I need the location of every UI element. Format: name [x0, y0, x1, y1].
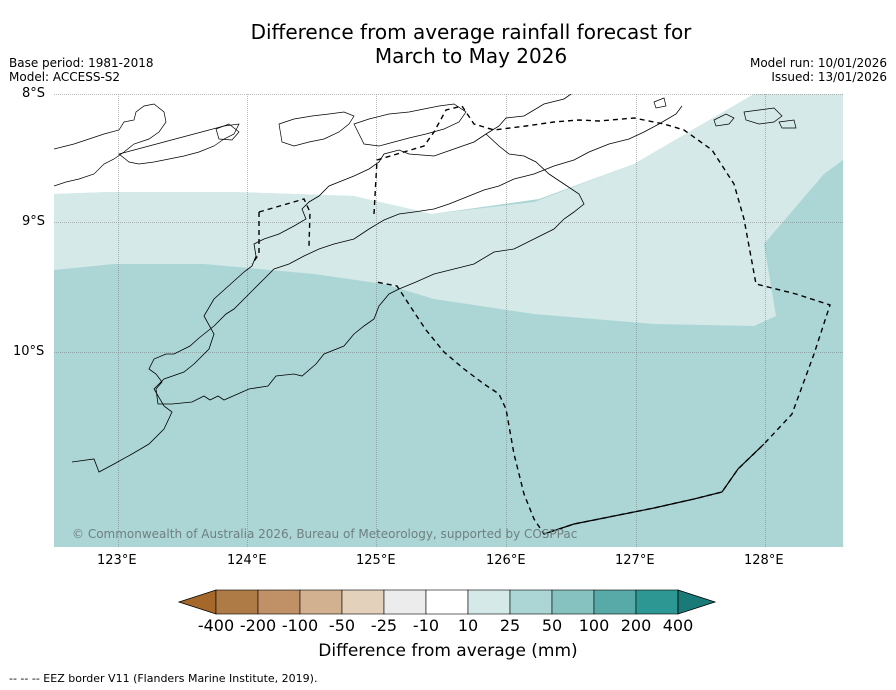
colorbar-cell: [509, 589, 553, 615]
colorbar-cell: [383, 589, 427, 615]
footer-note: -- -- -- EEZ border V11 (Flanders Marine…: [9, 672, 318, 685]
lon-label-124e: 124°E: [227, 553, 267, 568]
colorbar-tick-label: -50: [328, 616, 356, 635]
title-line-1: Difference from average rainfall forecas…: [250, 20, 692, 44]
colorbar-cell: [425, 589, 469, 615]
meta-right: Model run: 10/01/2026 Issued: 13/01/2026: [750, 56, 887, 84]
lon-label-123e: 123°E: [97, 553, 137, 568]
colorbar-cell: [341, 589, 385, 615]
rainfall-map: [54, 94, 843, 547]
copyright-notice: © Commonwealth of Australia 2026, Bureau…: [72, 527, 578, 541]
title-line-2: March to May 2026: [374, 44, 568, 68]
chart-title: Difference from average rainfall forecas…: [0, 20, 896, 68]
colorbar-tick-label: 50: [541, 616, 563, 635]
model-run: Model run: 10/01/2026: [749, 56, 887, 70]
eez-border: [251, 105, 831, 535]
zone-10-25: [54, 94, 843, 326]
colorbar-cell: [593, 589, 637, 615]
colorbar-tick-label: -400: [197, 616, 235, 635]
colorbar-tick-label: 100: [578, 616, 610, 635]
colorbar-cell: [299, 589, 343, 615]
lon-label-125e: 125°E: [356, 553, 396, 568]
graticule: [54, 94, 843, 547]
issued-date: Issued: 13/01/2026: [771, 70, 887, 84]
lon-label-127e: 127°E: [615, 553, 655, 568]
lat-label-8s: 8°S: [22, 86, 46, 101]
colorbar-tick-label: 10: [457, 616, 479, 635]
lon-label-128e: 128°E: [744, 553, 784, 568]
colorbar-tick-label: -10: [412, 616, 440, 635]
colorbar-cell: [257, 589, 301, 615]
colorbar-cell: [215, 589, 259, 615]
colorbar-extend-high: [677, 589, 717, 615]
colorbar-cell: [635, 589, 679, 615]
colorbar-tick-label: -100: [281, 616, 319, 635]
colorbar-extend-low: [178, 589, 217, 615]
lat-label-9s: 9°S: [22, 214, 46, 229]
lat-label-10s: 10°S: [13, 344, 45, 359]
base-period: Base period: 1981-2018: [9, 56, 154, 70]
colorbar-tick-label: 25: [499, 616, 521, 635]
meta-left: Base period: 1981-2018 Model: ACCESS-S2: [9, 56, 154, 84]
eez-border-solid: [543, 443, 765, 535]
timor-coastline: [71, 94, 683, 473]
northern-islands: [54, 97, 797, 187]
colorbar-tick-label: -200: [239, 616, 277, 635]
colorbar-tick-label: -25: [370, 616, 398, 635]
model-name: Model: ACCESS-S2: [9, 70, 121, 84]
colorbar-title: Difference from average (mm): [318, 641, 578, 661]
colorbar: [178, 589, 717, 615]
colorbar-tick-label: 200: [620, 616, 652, 635]
colorbar-tick-label: 400: [662, 616, 694, 635]
colorbar-cell: [467, 589, 511, 615]
colorbar-cell: [551, 589, 595, 615]
lon-label-126e: 126°E: [486, 553, 526, 568]
